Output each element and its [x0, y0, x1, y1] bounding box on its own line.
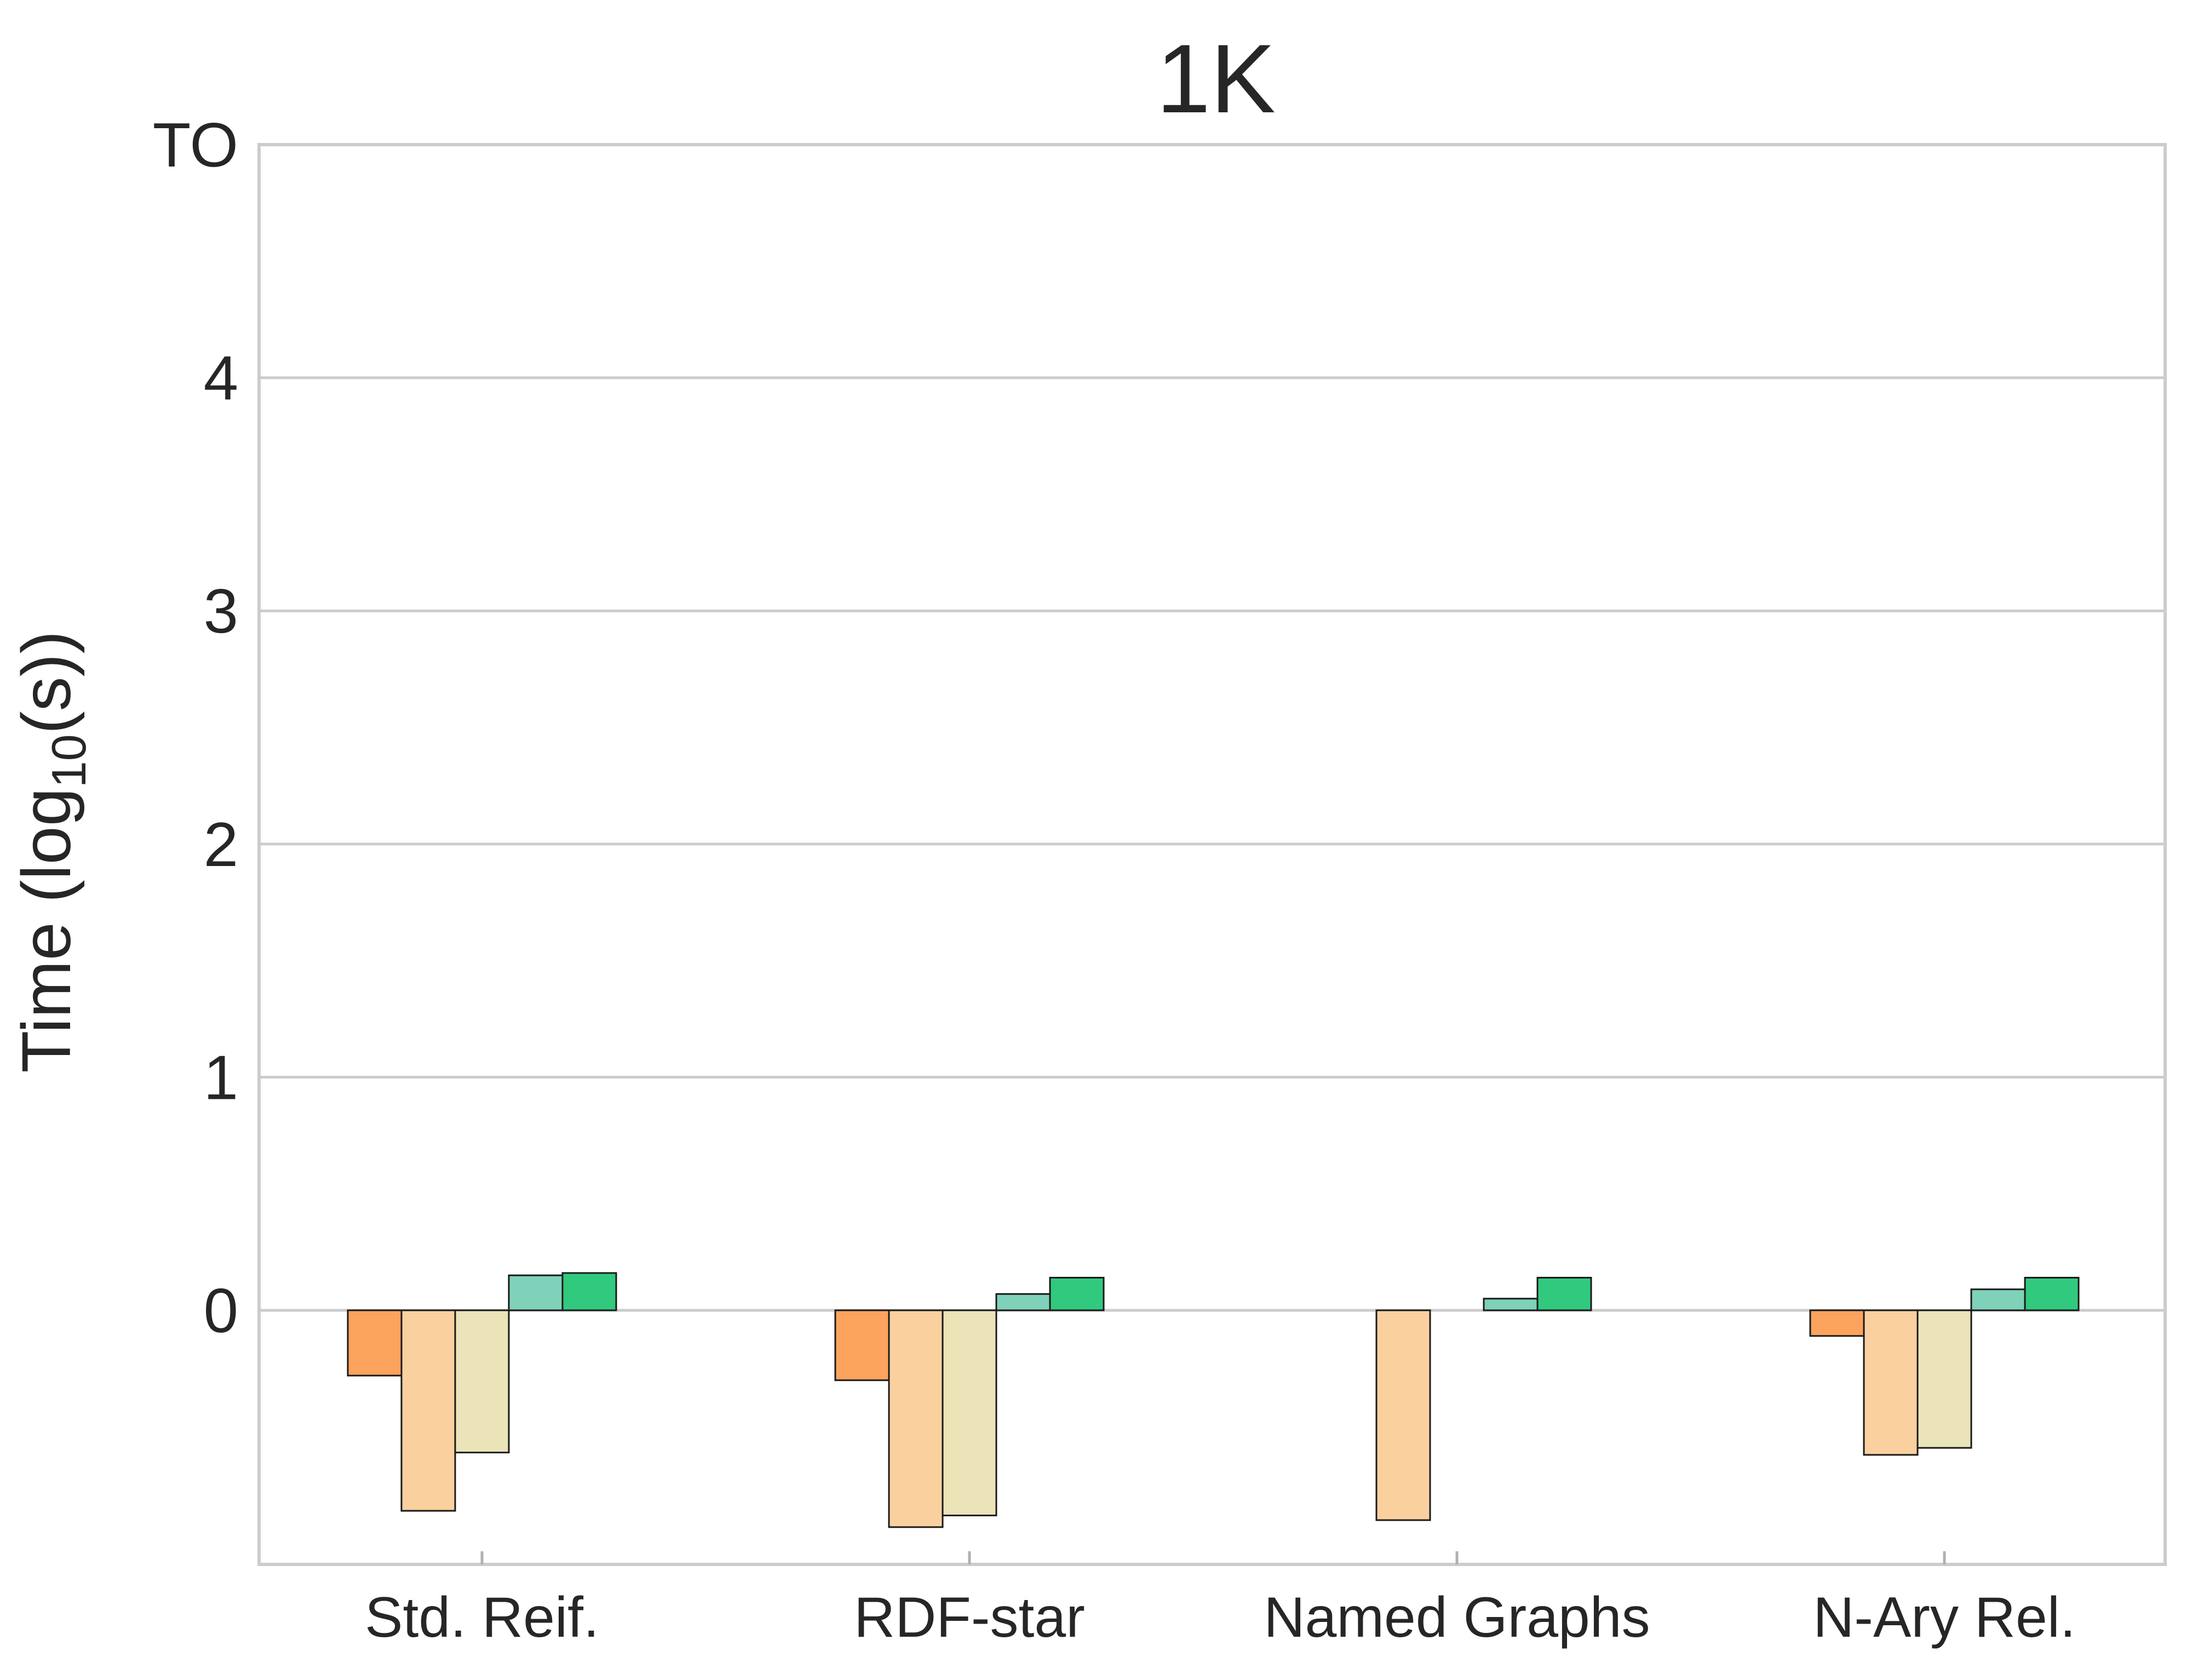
bar — [400, 1309, 456, 1512]
gridlines — [259, 376, 2165, 1312]
bar — [1809, 1309, 1865, 1337]
plot-frame — [257, 143, 2167, 1566]
bar — [2024, 1276, 2080, 1311]
y-tick-label: TO — [153, 111, 238, 180]
bar — [888, 1309, 944, 1528]
chart-title: 1K — [1156, 24, 1276, 133]
y-axis-label-suffix: (s)) — [8, 630, 85, 734]
x-tick-label: Named Graphs — [1264, 1586, 1650, 1649]
y-tick-label: 2 — [204, 810, 238, 880]
bar — [1483, 1298, 1539, 1311]
bar — [1375, 1309, 1431, 1521]
bar — [834, 1309, 890, 1381]
bar — [347, 1309, 403, 1377]
bar — [454, 1309, 510, 1454]
bar — [508, 1274, 564, 1311]
bar — [942, 1309, 997, 1517]
bar — [1916, 1309, 1972, 1449]
x-tick-label: N-Ary Rel. — [1813, 1586, 2076, 1649]
bars — [347, 1272, 2080, 1528]
x-tick-labels: Std. Reif. RDF-star Named Graphs N-Ary Rel. — [365, 1551, 2076, 1649]
x-tick-label: Std. Reif. — [365, 1586, 599, 1649]
bar — [1863, 1309, 1919, 1456]
y-tick-label: 4 — [204, 344, 238, 414]
y-tick-label: 0 — [204, 1276, 238, 1346]
y-tick-label: 3 — [204, 577, 238, 646]
bar — [1970, 1288, 2026, 1311]
y-axis-label-main: Time (log — [8, 788, 85, 1073]
y-tick-label: 1 — [204, 1043, 238, 1113]
bar — [1049, 1276, 1105, 1311]
x-tick-label: RDF-star — [854, 1586, 1085, 1649]
bar — [561, 1272, 617, 1311]
bar — [995, 1293, 1051, 1311]
bar — [1536, 1276, 1592, 1311]
y-tick-labels: 0 1 2 3 4 TO — [153, 111, 238, 1346]
y-axis-label: Time (log10(s)) — [8, 630, 96, 1073]
y-axis-label-subscript: 10 — [42, 734, 96, 788]
